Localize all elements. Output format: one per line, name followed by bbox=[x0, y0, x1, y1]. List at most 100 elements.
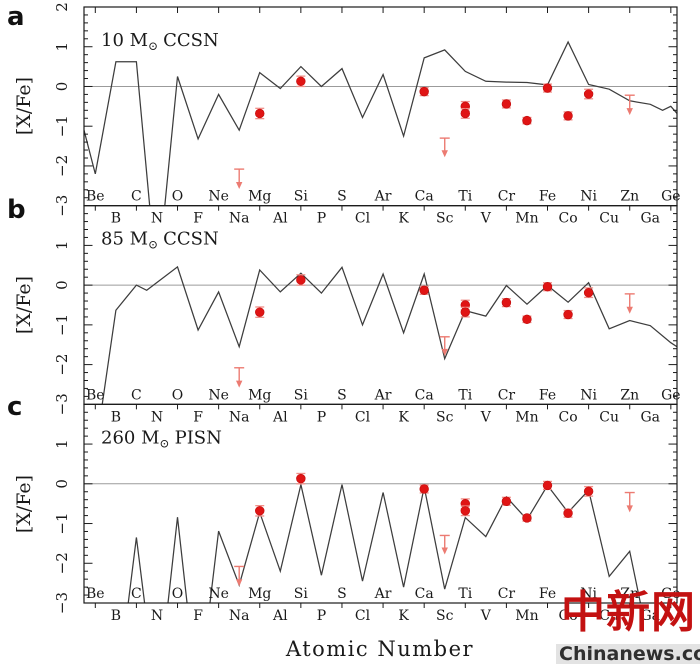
y-tick-label: −2 bbox=[53, 155, 71, 177]
element-label-C: C bbox=[131, 586, 142, 602]
model-line bbox=[127, 484, 642, 604]
element-label-S: S bbox=[337, 387, 347, 403]
element-label-Zn: Zn bbox=[620, 387, 639, 403]
panel-frame-c bbox=[83, 403, 678, 604]
data-point-Ti-2 bbox=[460, 505, 470, 517]
element-label-Sc: Sc bbox=[436, 608, 454, 624]
data-point-Ca bbox=[419, 484, 429, 494]
data-point-Co bbox=[563, 508, 573, 518]
data-point-Fe bbox=[542, 480, 553, 491]
element-label-Mn: Mn bbox=[515, 409, 538, 425]
upper-limit-arrow-Zn bbox=[624, 293, 635, 314]
data-point-Mn bbox=[522, 513, 532, 523]
data-point-Ni bbox=[583, 485, 594, 497]
y-axis-title-b: [X/Fe] bbox=[13, 275, 35, 335]
element-label-P: P bbox=[317, 211, 326, 227]
element-label-Ti: Ti bbox=[458, 387, 472, 403]
element-label-Ne: Ne bbox=[208, 586, 229, 602]
y-tick-label: 0 bbox=[53, 280, 71, 290]
element-label-Ni: Ni bbox=[580, 586, 597, 602]
element-label-Si: Si bbox=[294, 586, 309, 602]
element-label-Co: Co bbox=[558, 409, 577, 425]
element-label-Fe: Fe bbox=[539, 189, 556, 205]
element-label-Ca: Ca bbox=[415, 189, 434, 205]
element-label-B: B bbox=[111, 211, 121, 227]
element-label-Ar: Ar bbox=[374, 586, 392, 602]
element-label-Ne: Ne bbox=[208, 387, 229, 403]
data-point-Mg bbox=[255, 505, 265, 517]
element-label-Al: Al bbox=[272, 409, 288, 425]
data-point-Co bbox=[563, 309, 573, 320]
y-tick-label: 0 bbox=[53, 479, 71, 489]
upper-limit-arrow-Na bbox=[234, 565, 245, 587]
data-point-Ca bbox=[419, 86, 429, 97]
element-label-Be: Be bbox=[86, 387, 105, 403]
data-point-Co bbox=[563, 111, 573, 121]
element-label-Cu: Cu bbox=[599, 608, 619, 624]
data-point-Ca bbox=[419, 285, 429, 295]
y-tick-label: −3 bbox=[53, 592, 71, 614]
panel-c: 10−1−2−3 BeBCNOFNeNaMgAlSiPSClArKCaScTiVC… bbox=[53, 403, 681, 624]
data-point-Cr bbox=[501, 99, 512, 109]
y-tick-label: 1 bbox=[53, 241, 71, 251]
data-point-Mn bbox=[522, 115, 532, 126]
y-tick-label: −1 bbox=[53, 115, 71, 137]
data-point-Ti-2 bbox=[460, 306, 470, 318]
element-label-Cr: Cr bbox=[498, 586, 516, 602]
panel-label-a: a bbox=[7, 2, 25, 32]
y-ticks bbox=[84, 213, 677, 397]
y-tick-label: 1 bbox=[53, 42, 71, 52]
element-label-C: C bbox=[131, 387, 142, 403]
element-label-Si: Si bbox=[294, 387, 309, 403]
data-point-Si bbox=[296, 274, 306, 286]
data-point-Ni bbox=[583, 287, 594, 299]
element-label-Ti: Ti bbox=[458, 586, 472, 602]
element-label-Al: Al bbox=[272, 608, 288, 624]
element-label-Ge: Ge bbox=[661, 189, 680, 205]
element-label-C: C bbox=[131, 189, 142, 205]
element-label-Mn: Mn bbox=[515, 608, 538, 624]
element-label-Zn: Zn bbox=[620, 586, 639, 602]
element-label-Na: Na bbox=[229, 409, 250, 425]
element-label-B: B bbox=[111, 409, 121, 425]
element-label-Ni: Ni bbox=[580, 387, 597, 403]
y-tick-label: 0 bbox=[53, 82, 71, 92]
data-point-Cr bbox=[501, 496, 512, 506]
element-label-Ga: Ga bbox=[641, 409, 661, 425]
watermark-chinese: 中新网 bbox=[561, 587, 696, 638]
element-label-K: K bbox=[398, 409, 409, 425]
element-label-F: F bbox=[193, 409, 203, 425]
panel-title-c: 260 M⊙ PISN bbox=[101, 427, 222, 450]
element-label-K: K bbox=[398, 211, 409, 227]
element-label-Cl: Cl bbox=[355, 608, 371, 624]
upper-limit-arrow-Zn bbox=[624, 491, 635, 513]
element-label-Si: Si bbox=[294, 189, 309, 205]
y-axis-title-c: [X/Fe] bbox=[13, 474, 35, 534]
element-label-Cr: Cr bbox=[498, 189, 516, 205]
element-label-Ti: Ti bbox=[458, 189, 472, 205]
panel-title-b: 85 M⊙ CCSN bbox=[101, 229, 219, 252]
element-label-Mg: Mg bbox=[248, 387, 271, 403]
data-point-Mg bbox=[255, 306, 265, 318]
panel-label-c: c bbox=[7, 392, 23, 422]
element-label-Mn: Mn bbox=[515, 211, 538, 227]
element-label-K: K bbox=[398, 608, 409, 624]
element-label-Sc: Sc bbox=[436, 211, 454, 227]
y-axis-title-a: [X/Fe] bbox=[13, 76, 35, 136]
data-point-Ni bbox=[583, 88, 594, 100]
data-point-Fe bbox=[542, 282, 553, 292]
element-label-Ar: Ar bbox=[374, 387, 392, 403]
element-label-O: O bbox=[172, 189, 183, 205]
panel-label-b: b bbox=[7, 195, 26, 225]
upper-limit-arrow-Sc bbox=[439, 534, 450, 555]
data-point-Fe bbox=[542, 83, 553, 93]
watermark-site: Chinanews.com bbox=[556, 644, 700, 664]
upper-limit-arrow-Zn bbox=[624, 94, 635, 116]
element-label-P: P bbox=[317, 608, 326, 624]
element-label-N: N bbox=[151, 409, 163, 425]
element-label-Fe: Fe bbox=[539, 586, 556, 602]
y-tick-label: −3 bbox=[53, 195, 71, 217]
element-label-Fe: Fe bbox=[539, 387, 556, 403]
panel-b: 10−1−2−3 BeBCNOFNeNaMgAlSiPSClArKCaScTiVC… bbox=[53, 205, 681, 425]
